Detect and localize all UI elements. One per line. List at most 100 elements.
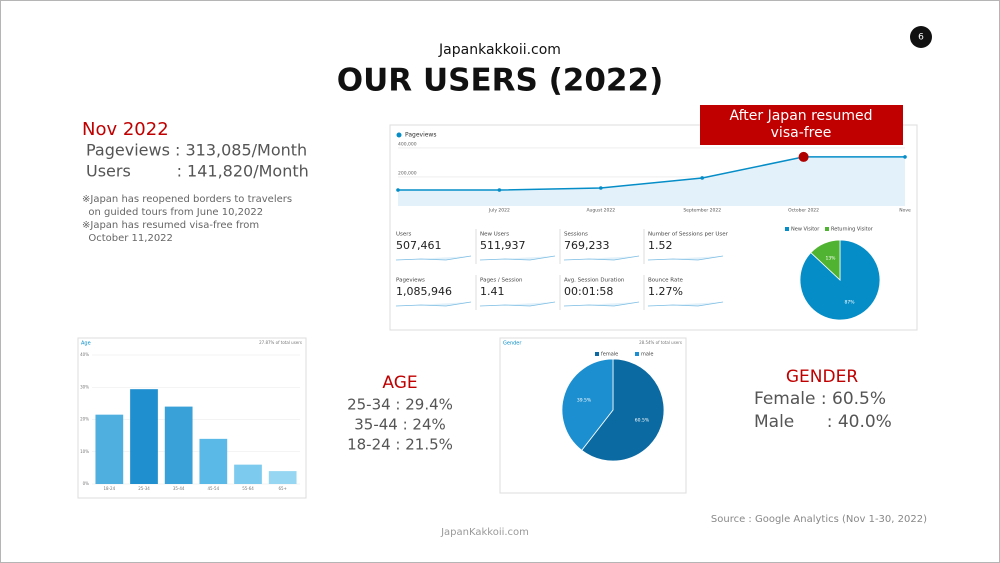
note: on guided tours from June 10,2022 (82, 207, 263, 218)
legend-swatch (635, 352, 639, 356)
x-tick-label: August 2022 (586, 208, 615, 214)
metric-label: New Users (480, 232, 509, 238)
x-tick-label: September 2022 (683, 208, 721, 214)
page-number: 6 (918, 33, 924, 43)
sparkline (563, 255, 640, 261)
sparkline (395, 301, 472, 307)
slice-label: 39.5% (577, 398, 592, 404)
x-tick-label: Nove (899, 208, 911, 214)
metric-value: 1.27% (648, 285, 683, 298)
sparkline (647, 255, 724, 261)
metric-label: Pageviews (396, 278, 425, 284)
bar (164, 406, 193, 484)
metric-value: 1,085,946 (396, 285, 452, 298)
legend-swatch (785, 227, 789, 231)
site-name: Japankakkoii.com (438, 42, 561, 58)
legend-dot (396, 132, 402, 138)
metric-value: 507,461 (396, 239, 442, 252)
note: ※Japan has reopened borders to travelers (82, 194, 292, 205)
metric-label: Number of Sessions per User (648, 232, 729, 238)
age-chart-title: Age (81, 341, 91, 347)
bar (268, 471, 297, 484)
legend-swatch (825, 227, 829, 231)
y-tick-label: 200,000 (398, 170, 417, 176)
bar (130, 389, 158, 484)
point (700, 176, 704, 180)
y-tick-label: 20% (80, 417, 89, 422)
metric-label: Bounce Rate (648, 278, 683, 284)
page-badge (910, 26, 932, 48)
metric-value: 1.41 (480, 285, 505, 298)
age-line: 35-44 : 24% (354, 416, 446, 434)
slide-title: OUR USERS (2022) (337, 63, 663, 99)
area (398, 156, 905, 206)
bar (95, 414, 124, 484)
gender-chart-subtitle: 28.54% of total users (639, 340, 682, 345)
x-tick-label: 18-24 (104, 486, 116, 491)
x-tick-label: 55-64 (242, 486, 254, 491)
age-line: 25-34 : 29.4% (347, 396, 453, 414)
x-tick-label: 25-34 (138, 486, 150, 491)
gender-line: Male : 40.0% (754, 412, 892, 432)
sparkline (479, 255, 556, 261)
x-tick-label: July 2022 (488, 208, 510, 214)
slice-label: 87% (845, 300, 856, 306)
legend-label: Returning Visitor (831, 227, 874, 233)
legend-label: New Visitor (791, 227, 820, 233)
age-chart-subtitle: 27.87% of total users (259, 340, 302, 345)
x-tick-label: 35-44 (173, 486, 185, 491)
metric-value: 769,233 (564, 239, 610, 252)
sparkline (395, 255, 472, 261)
slice-label: 13% (825, 255, 836, 261)
age-line: 18-24 : 21.5% (347, 436, 453, 454)
slice-label: 60.5% (635, 417, 650, 423)
age-heading: AGE (382, 373, 417, 393)
pie-slice (810, 239, 841, 281)
callout-box (700, 105, 903, 145)
pie-slice (561, 358, 614, 451)
y-tick-label: 40% (80, 352, 89, 357)
y-tick-label: 30% (80, 384, 89, 389)
source: Source : Google Analytics (Nov 1-30, 202… (711, 514, 927, 525)
line (398, 156, 905, 191)
metric-value: 511,937 (480, 239, 526, 252)
point (396, 188, 400, 192)
callout-text: visa-free (771, 125, 832, 141)
x-tick-label: October 2022 (788, 208, 819, 214)
gender-heading: GENDER (786, 367, 858, 387)
summary-line: Pageviews : 313,085/Month (86, 141, 307, 160)
summary-heading: Nov 2022 (82, 119, 169, 140)
note: ※Japan has resumed visa-free from (82, 220, 259, 231)
gender-line: Female : 60.5% (754, 389, 886, 409)
metric-label: Pages / Session (480, 278, 523, 284)
y-tick-label: 10% (80, 449, 89, 454)
footer: JapanKakkoii.com (440, 527, 529, 538)
sparkline (479, 301, 556, 307)
sparkline (563, 301, 640, 307)
bar (199, 438, 228, 484)
callout-text: After Japan resumed (730, 108, 873, 124)
y-tick-label: 0% (83, 481, 90, 486)
y-tick-label: 400,000 (398, 141, 417, 147)
summary-line: Users : 141,820/Month (86, 162, 309, 181)
sparkline (647, 301, 724, 307)
metric-label: Users (396, 232, 412, 238)
note: October 11,2022 (82, 233, 173, 244)
gender-chart-title: Gender (503, 341, 522, 347)
point (497, 188, 502, 192)
metric-value: 00:01:58 (564, 285, 613, 298)
bar (234, 464, 262, 484)
legend-label: male (641, 352, 653, 358)
x-tick-label: 65+ (278, 486, 286, 491)
point (599, 186, 603, 190)
line-chart-title: Pageviews (405, 132, 436, 139)
metric-label: Avg. Session Duration (564, 278, 625, 284)
pie-slice (581, 358, 665, 462)
metric-label: Sessions (564, 232, 588, 238)
legend-label: female (601, 352, 618, 358)
metric-value: 1.52 (648, 239, 673, 252)
x-tick-label: 45-54 (208, 486, 220, 491)
legend-swatch (595, 352, 599, 356)
